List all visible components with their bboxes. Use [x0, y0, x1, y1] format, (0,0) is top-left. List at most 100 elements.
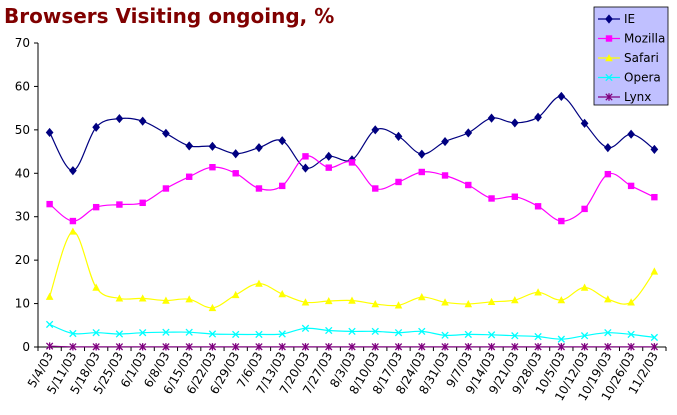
- data-point: [208, 330, 217, 338]
- data-point: [45, 342, 54, 350]
- data-point: [651, 193, 658, 201]
- data-point: [464, 300, 473, 308]
- data-point: [464, 343, 472, 351]
- data-point: [441, 331, 449, 339]
- legend-label: Lynx: [624, 90, 651, 104]
- data-point: [441, 172, 449, 179]
- data-point: [372, 185, 379, 192]
- data-point: [627, 129, 635, 139]
- data-point: [325, 343, 333, 351]
- data-point: [580, 332, 589, 340]
- data-point: [511, 343, 519, 351]
- data-point: [417, 293, 426, 301]
- data-point: [185, 141, 194, 151]
- data-point: [116, 201, 123, 208]
- series-opera: [45, 320, 659, 343]
- data-point: [580, 118, 589, 128]
- data-point: [605, 14, 613, 24]
- data-point: [394, 329, 403, 337]
- data-point: [605, 93, 613, 101]
- legend-item-opera: Opera: [598, 71, 661, 85]
- legend: IE Mozilla Safari Opera Lynx: [593, 6, 669, 106]
- y-tick-label: 50: [15, 123, 30, 137]
- data-point: [278, 343, 286, 351]
- data-point: [209, 164, 216, 171]
- data-point: [162, 328, 170, 336]
- data-point: [487, 331, 496, 339]
- data-point: [139, 343, 147, 351]
- chart-title: Browsers Visiting ongoing, %: [4, 4, 335, 28]
- data-point: [255, 185, 263, 192]
- data-point: [232, 330, 240, 339]
- data-point: [627, 343, 635, 351]
- data-point: [534, 288, 542, 296]
- y-tick-label: 40: [15, 166, 30, 180]
- data-point: [208, 141, 217, 151]
- y-tick-label: 60: [15, 79, 30, 93]
- data-point: [465, 181, 472, 189]
- data-point: [185, 328, 193, 336]
- data-point: [69, 217, 77, 225]
- data-point: [162, 296, 170, 304]
- data-point: [605, 54, 613, 62]
- data-point: [255, 143, 263, 153]
- data-point: [605, 73, 613, 82]
- data-point: [278, 136, 287, 146]
- data-point: [441, 137, 449, 147]
- series-lynx: [45, 342, 659, 351]
- series-mozilla: [46, 153, 658, 225]
- data-point: [604, 170, 612, 178]
- data-point: [510, 118, 519, 128]
- data-point: [650, 144, 659, 154]
- data-point: [557, 343, 565, 351]
- data-point: [441, 343, 449, 351]
- data-point: [395, 178, 402, 186]
- data-point: [279, 182, 286, 190]
- data-point: [232, 343, 240, 351]
- legend-item-ie: IE: [598, 12, 635, 26]
- legend-label: Safari: [624, 51, 659, 65]
- data-point: [231, 149, 240, 159]
- data-point: [255, 330, 263, 339]
- y-tick-label: 70: [15, 36, 30, 50]
- legend-item-safari: Safari: [598, 51, 659, 65]
- data-point: [208, 343, 217, 351]
- data-point: [139, 199, 146, 207]
- data-point: [511, 332, 519, 340]
- data-point: [511, 193, 519, 200]
- data-point: [69, 166, 77, 176]
- y-tick-label: 10: [15, 297, 30, 311]
- data-point: [650, 343, 659, 351]
- data-point: [325, 164, 332, 171]
- data-point: [604, 329, 612, 337]
- data-point: [534, 343, 542, 351]
- data-point: [464, 128, 473, 138]
- data-point: [394, 131, 403, 141]
- data-point: [487, 113, 496, 123]
- data-point: [115, 330, 124, 338]
- data-point: [348, 343, 356, 351]
- data-point: [394, 343, 403, 351]
- legend-item-lynx: Lynx: [598, 90, 651, 104]
- data-point: [605, 35, 613, 42]
- data-point: [487, 343, 496, 351]
- data-point: [162, 128, 170, 138]
- data-point: [581, 205, 588, 213]
- data-point: [185, 295, 193, 303]
- data-point: [138, 116, 147, 126]
- data-point: [138, 294, 147, 302]
- data-point: [417, 149, 426, 159]
- data-point: [534, 112, 542, 122]
- legend-label: IE: [624, 12, 635, 26]
- data-point: [627, 182, 635, 190]
- data-point: [511, 296, 519, 304]
- data-point: [139, 329, 147, 337]
- y-tick-label: 20: [15, 253, 30, 267]
- data-point: [324, 296, 333, 305]
- data-point: [92, 203, 100, 211]
- legend-label: Mozilla: [624, 32, 665, 46]
- data-point: [394, 301, 403, 309]
- data-point: [418, 327, 426, 336]
- data-point: [348, 327, 356, 336]
